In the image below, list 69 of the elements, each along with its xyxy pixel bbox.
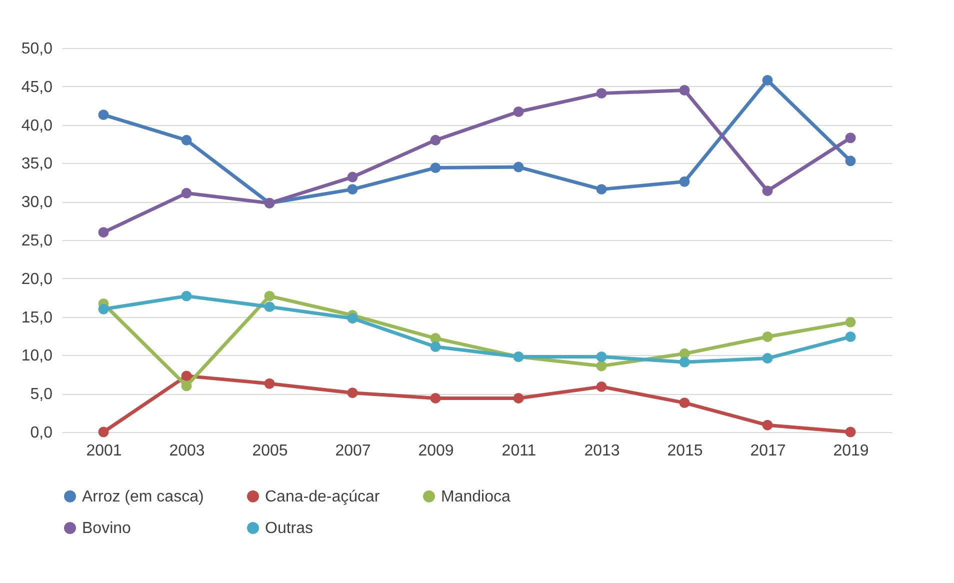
y-tick-label: 40,0 — [21, 117, 53, 134]
point — [762, 420, 773, 430]
point — [596, 184, 607, 195]
point — [679, 176, 690, 187]
x-tick-label: 2001 — [86, 442, 122, 460]
point — [264, 302, 275, 312]
point — [264, 290, 275, 302]
point — [347, 172, 358, 182]
y-tick-label: 15,0 — [21, 309, 53, 326]
x-tick-label: 2003 — [169, 442, 205, 460]
point — [679, 356, 690, 368]
point — [596, 88, 607, 99]
legend-label: Cana-de-açúcar — [265, 488, 380, 506]
point — [347, 313, 358, 324]
point — [762, 353, 773, 364]
point — [181, 380, 192, 392]
legend-label: Outras — [265, 520, 314, 537]
point — [98, 227, 109, 238]
x-tick-label: 2005 — [252, 442, 288, 460]
point — [845, 332, 856, 342]
point — [264, 378, 275, 389]
y-tick-label: 30,0 — [21, 194, 53, 212]
point — [513, 392, 524, 404]
point — [596, 381, 607, 392]
legend-label: Mandioca — [441, 488, 510, 506]
point — [181, 370, 192, 382]
point — [845, 132, 856, 144]
point — [98, 426, 109, 438]
point — [181, 134, 192, 146]
x-tick-label: 2015 — [667, 442, 703, 460]
point — [181, 290, 192, 302]
x-tick-label: 2017 — [750, 442, 786, 460]
point — [596, 352, 607, 362]
point — [762, 75, 773, 86]
y-tick-label: 50,0 — [21, 40, 53, 58]
point — [98, 110, 109, 120]
point — [679, 398, 690, 408]
point — [347, 388, 358, 398]
point — [181, 188, 192, 198]
y-tick-label: 45,0 — [21, 78, 53, 96]
point — [596, 360, 607, 372]
point — [347, 184, 358, 195]
point — [98, 304, 109, 314]
point — [430, 162, 441, 174]
x-tick-label: 2007 — [335, 442, 371, 460]
legend-label: Bovino — [82, 520, 132, 537]
point — [762, 186, 773, 196]
point — [513, 162, 524, 172]
point — [845, 426, 856, 438]
point — [845, 316, 856, 328]
y-tick-label: 10,0 — [21, 348, 53, 365]
legend-label: Arroz (em casca) — [82, 488, 204, 506]
point — [430, 392, 441, 404]
y-tick-label: 20,0 — [21, 270, 53, 288]
point — [845, 156, 856, 166]
x-tick-label: 2011 — [502, 442, 536, 460]
x-tick-label: 2009 — [418, 442, 454, 460]
y-tick-label: 0,0 — [30, 424, 53, 442]
y-tick-label: 5,0 — [30, 386, 53, 404]
point — [430, 342, 441, 352]
point — [762, 332, 773, 342]
point — [513, 106, 524, 117]
x-tick-label: 2019 — [833, 442, 869, 460]
point — [430, 134, 441, 146]
point — [430, 333, 441, 344]
y-tick-label: 25,0 — [21, 232, 53, 250]
y-tick-label: 35,0 — [21, 156, 53, 173]
point — [679, 85, 690, 96]
x-tick-label: 2013 — [584, 442, 620, 460]
